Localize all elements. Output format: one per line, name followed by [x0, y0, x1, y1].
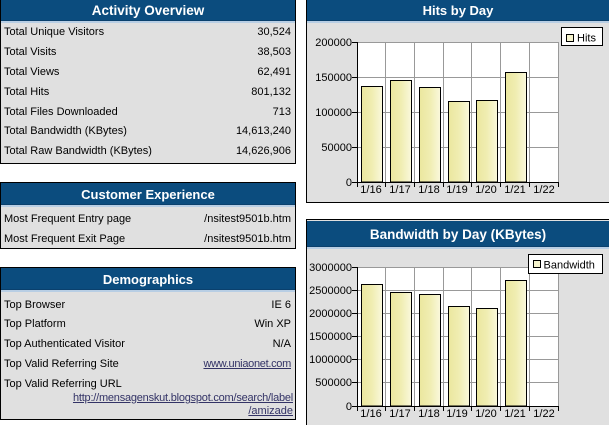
svg-text:1/22: 1/22: [533, 408, 554, 420]
svg-text:1/21: 1/21: [504, 184, 525, 196]
svg-text:50000: 50000: [321, 142, 352, 154]
svg-text:200000: 200000: [315, 37, 352, 49]
svg-text:150000: 150000: [315, 72, 352, 84]
svg-text:2500000: 2500000: [309, 285, 352, 297]
svg-text:1/16: 1/16: [360, 184, 381, 196]
svg-text:1/18: 1/18: [418, 408, 439, 420]
svg-text:1/16: 1/16: [360, 408, 381, 420]
svg-text:0: 0: [346, 177, 352, 189]
svg-text:1/18: 1/18: [418, 184, 439, 196]
svg-text:1/22: 1/22: [533, 184, 554, 196]
svg-text:3000000: 3000000: [309, 262, 352, 274]
svg-text:1500000: 1500000: [309, 331, 352, 343]
svg-text:2000000: 2000000: [309, 308, 352, 320]
svg-text:1/19: 1/19: [446, 408, 467, 420]
svg-text:Hits: Hits: [577, 33, 596, 45]
svg-text:1/17: 1/17: [389, 408, 410, 420]
svg-text:1000000: 1000000: [309, 354, 352, 366]
svg-text:1/19: 1/19: [446, 184, 467, 196]
svg-text:100000: 100000: [315, 107, 352, 119]
svg-text:1/17: 1/17: [389, 184, 410, 196]
svg-text:Bandwidth: Bandwidth: [544, 260, 595, 272]
svg-text:500000: 500000: [315, 377, 352, 389]
svg-text:0: 0: [346, 401, 352, 413]
svg-text:1/20: 1/20: [475, 408, 496, 420]
svg-text:1/20: 1/20: [475, 184, 496, 196]
svg-text:1/21: 1/21: [504, 408, 525, 420]
